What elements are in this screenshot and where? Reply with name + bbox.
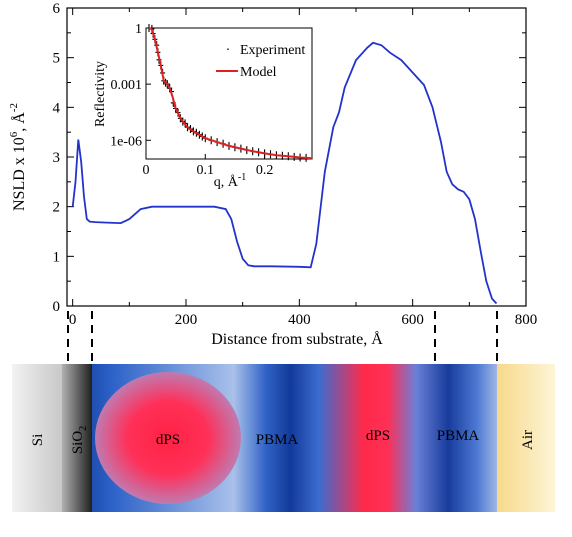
y-tick-label: 0 xyxy=(53,299,61,315)
nsld-series-line xyxy=(71,41,498,305)
x-tick-label: 400 xyxy=(288,312,311,328)
layer-schematic: Si SiO2 dPS PBMA dPS PBMA Air xyxy=(12,364,555,512)
svg-text:NSLD x 106, Å-2: NSLD x 106, Å-2 xyxy=(8,103,28,211)
layer-label-pbma-1: PBMA xyxy=(256,432,299,448)
si-layer xyxy=(12,364,62,512)
sio2-layer xyxy=(62,364,92,512)
y-axis-label: NSLD x 106, Å-2 xyxy=(8,103,28,211)
x-tick-label: 200 xyxy=(175,312,198,328)
y-tick-label: 5 xyxy=(53,51,61,67)
inset-legend: · Experiment Model xyxy=(216,43,305,80)
legend-marker-experiment: · xyxy=(226,43,231,58)
layer-boundary-connectors xyxy=(67,311,498,363)
y-tick-label: 1 xyxy=(53,249,61,265)
layer-label-dps-1: dPS xyxy=(156,432,180,448)
svg-text:Si: Si xyxy=(30,434,46,447)
inset-x-tick-label: 0.1 xyxy=(197,163,215,178)
layer-label-dps-2: dPS xyxy=(366,428,390,444)
y-tick-label: 6 xyxy=(53,1,61,17)
x-tick-label: 800 xyxy=(515,312,538,328)
layer-label-air: Air xyxy=(520,430,536,450)
svg-text:Reflectivity: Reflectivity xyxy=(93,61,108,127)
y-tick-label: 3 xyxy=(53,150,61,166)
layer-label-pbma-2: PBMA xyxy=(437,428,480,444)
layer-label-si: Si xyxy=(30,434,46,447)
reflectivity-inset: 0 0.1 0.2 1 0.001 1e-06 · Experiment Model Re… xyxy=(93,22,313,190)
inset-frame xyxy=(145,27,313,160)
inset-y-tick-label: 1e-06 xyxy=(110,134,142,149)
dps-domain-blob xyxy=(95,372,241,504)
legend-model-label: Model xyxy=(240,65,277,80)
inset-x-axis-label: q, Å-1 xyxy=(214,172,246,190)
svg-text:Air: Air xyxy=(520,430,536,450)
inset-y-axis-label: Reflectivity xyxy=(93,61,108,127)
inset-y-tick-label: 1 xyxy=(135,22,142,37)
air-layer xyxy=(497,364,555,512)
x-tick-label: 600 xyxy=(401,312,424,328)
x-axis-label: Distance from substrate, Å xyxy=(211,330,383,348)
y-tick-label: 4 xyxy=(53,100,61,116)
inset-y-tick-label: 0.001 xyxy=(111,78,143,93)
nsld-profile-plot: 0 200 400 600 800 0 1 2 3 4 5 6 Distance from subst… xyxy=(8,1,537,348)
main-axis-ticks: 0 200 400 600 800 0 1 2 3 4 5 6 xyxy=(53,1,538,328)
x-tick-label: 0 xyxy=(69,312,77,328)
inset-x-tick-label: 0 xyxy=(143,163,150,178)
inset-x-tick-label: 0.2 xyxy=(256,163,274,178)
svg-text:SiO2: SiO2 xyxy=(70,426,89,454)
model-series-line xyxy=(148,27,313,160)
layer-label-sio2: SiO2 xyxy=(70,426,89,454)
inset-axis-ticks: 0 0.1 0.2 1 0.001 1e-06 xyxy=(110,22,273,178)
legend-experiment-label: Experiment xyxy=(240,43,305,58)
y-tick-label: 2 xyxy=(53,200,61,216)
